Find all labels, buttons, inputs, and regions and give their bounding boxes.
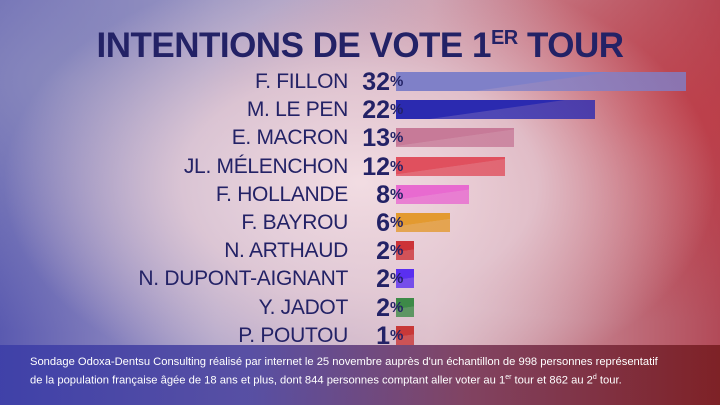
category-label: F. FILLON: [255, 70, 348, 93]
bar: [396, 269, 415, 289]
footnote-sup2: d: [592, 374, 597, 381]
chart-row: Y. JADOT 2%: [0, 293, 720, 322]
percent-sign: %: [390, 101, 404, 119]
chart-row: N. ARTHAUD 2%: [0, 237, 720, 266]
category-label: Y. JADOT: [258, 295, 349, 319]
category-label: N. ARTHAUD: [224, 239, 348, 263]
value-label: 32: [362, 68, 390, 96]
value-label: 13: [362, 124, 390, 153]
bar: [396, 100, 596, 120]
footnote-line2b: tour et 862 au 2: [511, 374, 593, 387]
bar: [396, 297, 415, 317]
footer-band: [0, 345, 720, 405]
percent-sign: %: [390, 185, 404, 203]
value-label: 12: [362, 152, 390, 181]
category-label: F. HOLLANDE: [215, 182, 348, 206]
chart-row: P. POUTOU 1%: [0, 321, 720, 350]
value-label: 6: [376, 209, 390, 237]
footnote-line1: Sondage Odoxa-Dentsu Consulting réalisé …: [30, 356, 658, 368]
footnote-line2c: tour.: [596, 374, 622, 387]
footnote: Sondage Odoxa-Dentsu Consulting réalisé …: [30, 355, 700, 389]
bar: [396, 241, 415, 261]
title-superscript: ER: [490, 27, 518, 49]
bar: [396, 184, 469, 204]
bar: [396, 72, 686, 91]
percent-sign: %: [390, 270, 404, 288]
bar: [396, 128, 514, 148]
percent-sign: %: [390, 129, 404, 147]
category-label: M. LE PEN: [246, 98, 348, 122]
category-label: JL. MÉLENCHON: [183, 154, 348, 178]
category-label: F. BAYROU: [241, 211, 348, 234]
chart-row: F. BAYROU 6%: [0, 209, 720, 237]
category-label: E. MACRON: [231, 126, 349, 150]
chart-row: E. MACRON 13%: [0, 124, 720, 153]
percent-sign: %: [390, 73, 404, 90]
chart-row: JL. MÉLENCHON 12%: [0, 152, 720, 181]
percent-sign: %: [390, 326, 404, 344]
bar: [396, 156, 505, 176]
value-label: 1: [376, 321, 390, 350]
chart-row: F. FILLON 32%: [0, 68, 720, 96]
chart-row: F. HOLLANDE 8%: [0, 180, 720, 209]
chart-row: N. DUPONT-AIGNANT 2%: [0, 265, 720, 294]
category-label: N. DUPONT-AIGNANT: [138, 267, 348, 291]
chart-row: M. LE PEN 22%: [0, 96, 720, 125]
category-label: P. POUTOU: [238, 323, 348, 347]
chart-title: INTENTIONS DE VOTE 1ER TOUR: [0, 26, 720, 66]
title-end: TOUR: [517, 26, 624, 65]
value-label: 2: [376, 293, 390, 322]
footnote-sup1: er: [505, 374, 512, 381]
percent-sign: %: [390, 242, 404, 260]
footnote-line2: de la population française âgée de 18 an…: [30, 374, 506, 387]
percent-sign: %: [390, 157, 404, 175]
title-text: INTENTIONS DE VOTE 1: [96, 26, 491, 65]
value-label: 8: [376, 180, 390, 209]
percent-sign: %: [390, 298, 404, 316]
bar: [396, 213, 451, 232]
value-label: 22: [362, 96, 390, 125]
percent-sign: %: [390, 214, 404, 231]
value-label: 2: [376, 237, 390, 266]
bar: [396, 325, 414, 345]
value-label: 2: [376, 265, 390, 294]
